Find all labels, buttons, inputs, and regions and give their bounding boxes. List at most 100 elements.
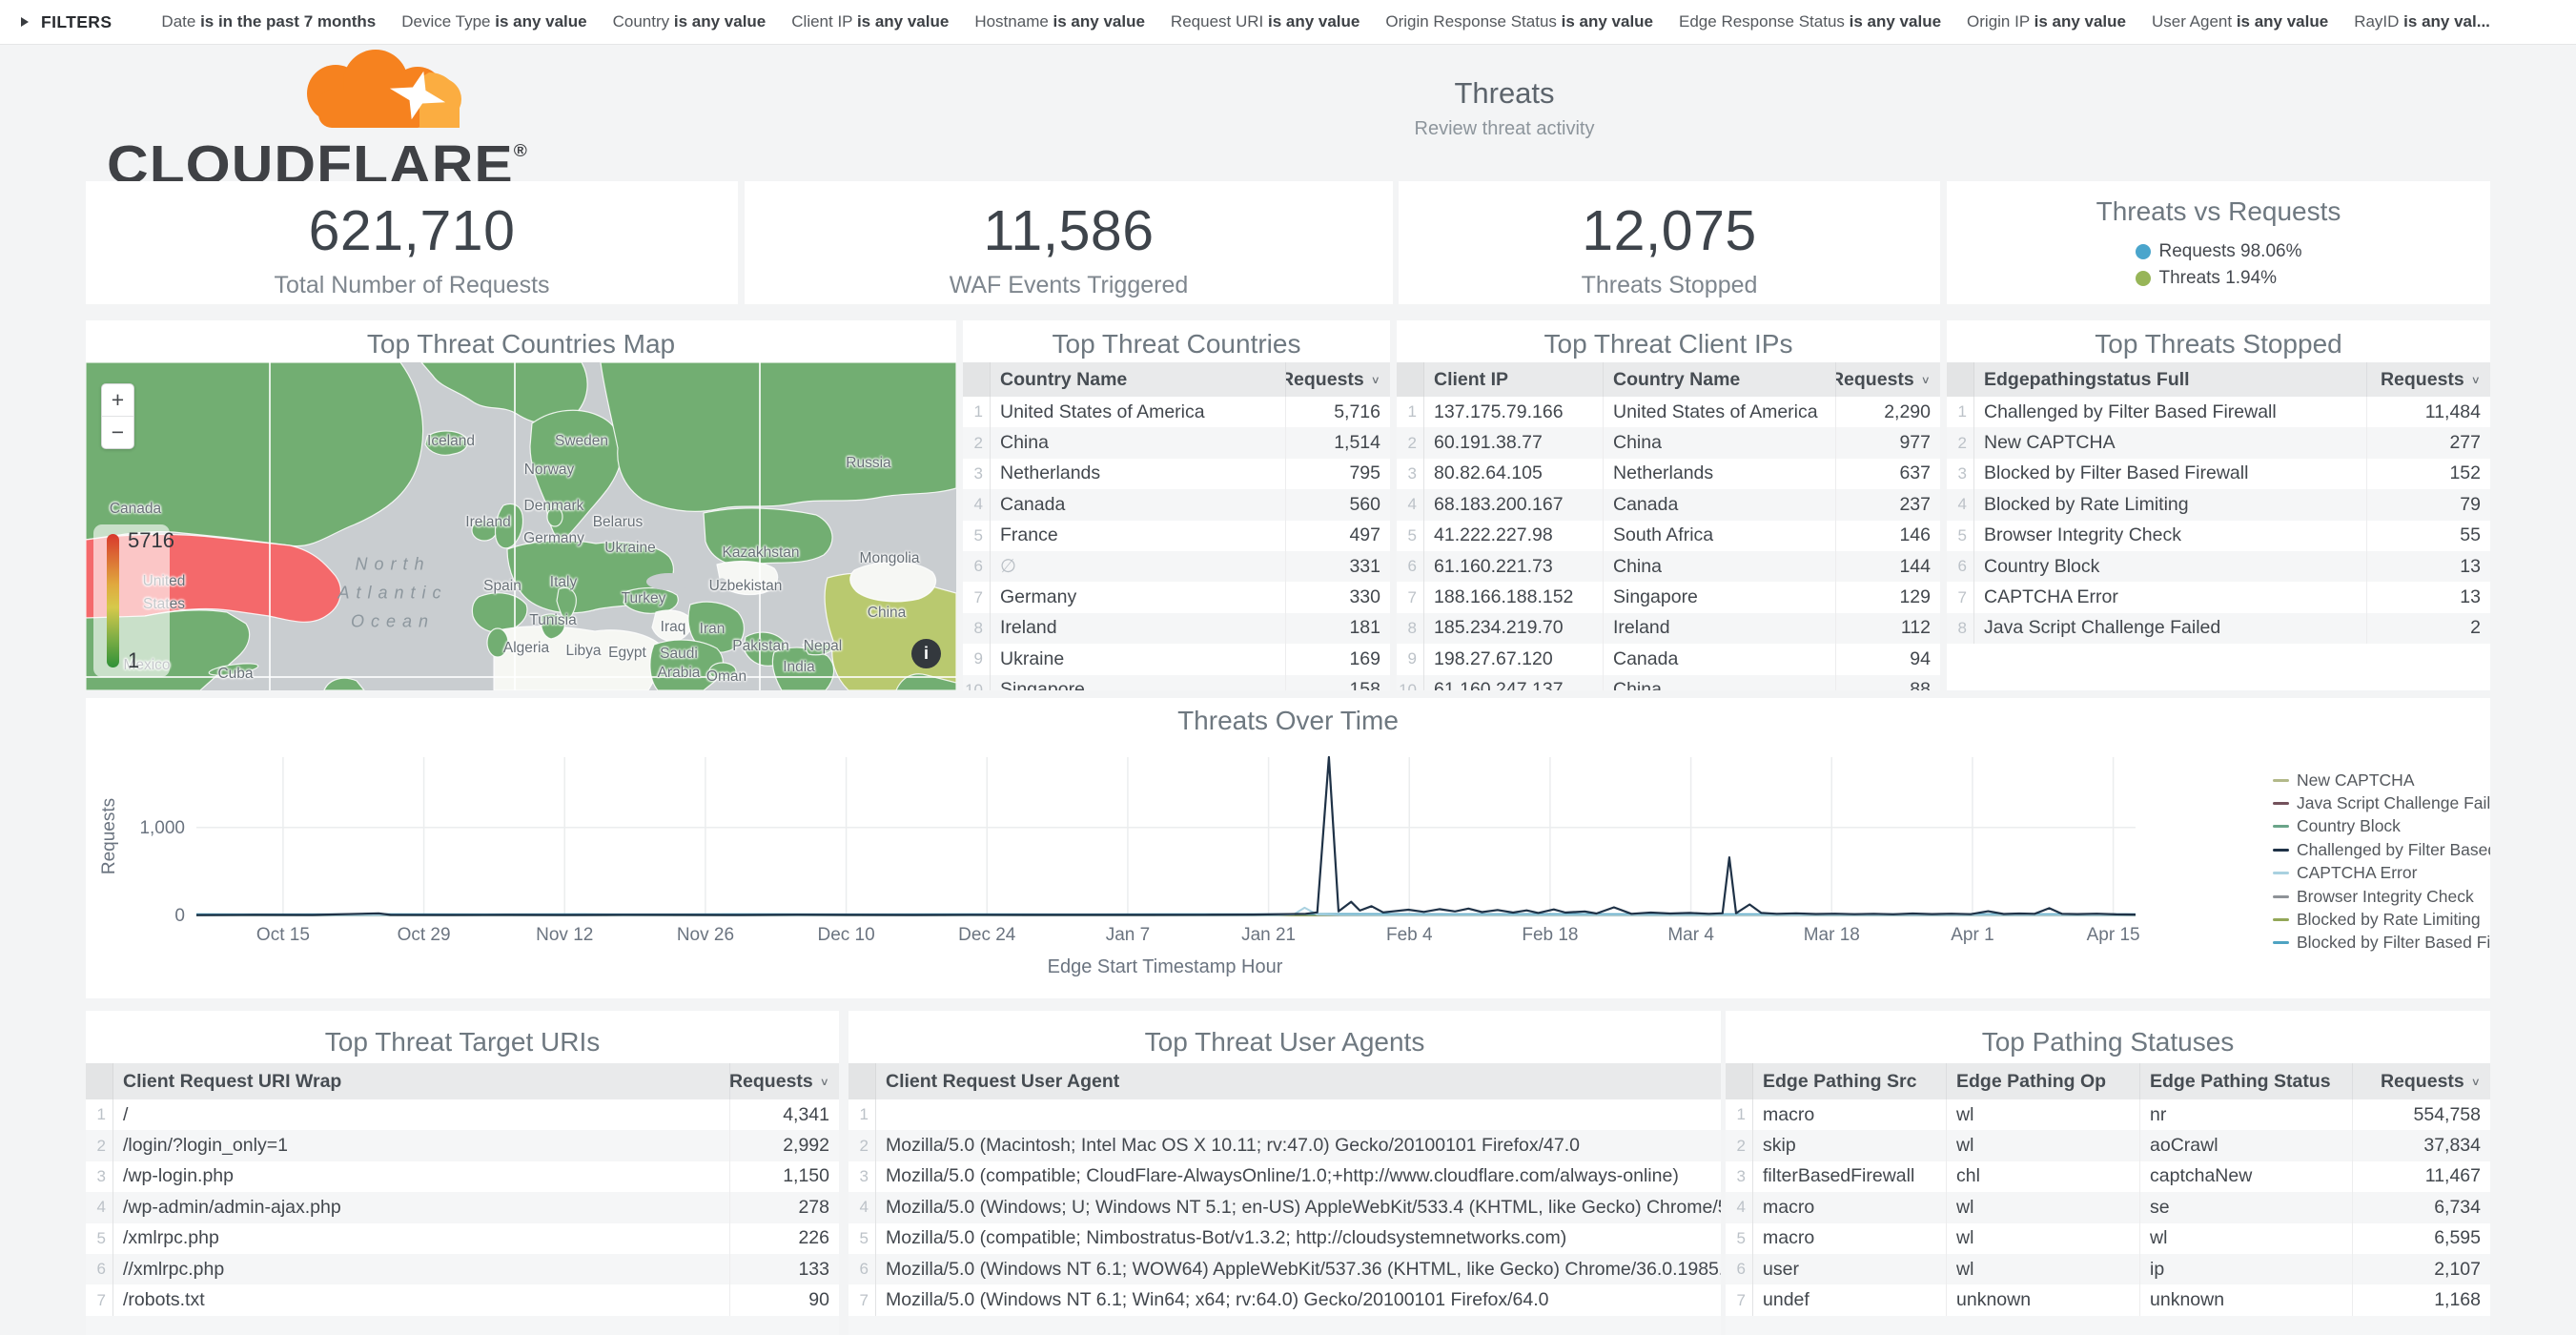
chart-legend-item[interactable]: Browser Integrity Check xyxy=(2273,885,2490,908)
table-row: 7 Germany 330 xyxy=(963,582,1390,613)
column-header[interactable]: Requests ∨ xyxy=(2352,1063,2490,1099)
filter-chip[interactable]: Country is any value xyxy=(612,12,767,31)
row-rank: 1 xyxy=(963,397,991,428)
panel-title: Top Threat Countries Map xyxy=(366,329,676,359)
threats-over-time-chart[interactable]: Oct 15 Oct 29 Nov 12 Nov 26 Dec 10 Dec 24 Jan … xyxy=(86,698,2490,998)
column-header[interactable]: Edge Pathing Op xyxy=(1946,1063,2139,1099)
table-cell: Netherlands xyxy=(1000,462,1101,484)
filter-chip[interactable]: User Agent is any value xyxy=(2151,12,2329,31)
table-row: 10 Singapore 158 xyxy=(963,674,1390,690)
map-country-label: Ireland xyxy=(465,514,511,530)
map-area[interactable]: CanadaUnitedStatesMexicoCubaIcelandIrela… xyxy=(86,362,956,690)
chart-legend-item[interactable]: New CAPTCHA xyxy=(2273,769,2490,791)
chart-legend-item[interactable]: CAPTCHA Error xyxy=(2273,862,2490,885)
column-header[interactable]: Client IP xyxy=(1434,368,1509,390)
filter-chip[interactable]: RayID is any val... xyxy=(2354,12,2490,31)
table-cell: 68.183.200.167 xyxy=(1434,493,1564,515)
table-row: 4 macro wl se 6,734 xyxy=(1726,1192,2490,1223)
row-rank: 7 xyxy=(1397,582,1424,613)
svg-text:Requests: Requests xyxy=(99,798,119,874)
row-rank: 1 xyxy=(848,1099,876,1131)
row-rank: 2 xyxy=(1726,1130,1753,1161)
filters-toggle[interactable]: FILTERS xyxy=(21,12,112,32)
table-row: 4 Canada 560 xyxy=(963,489,1390,521)
table-cell: Java Script Challenge Failed xyxy=(1984,617,2221,639)
table-cell: 795 xyxy=(1285,458,1390,490)
column-header[interactable]: Country Name xyxy=(1000,368,1128,390)
column-header[interactable]: Client Request User Agent xyxy=(886,1070,1120,1092)
map-country-label: Nepal xyxy=(803,638,843,654)
table-cell: 554,758 xyxy=(2352,1099,2490,1131)
row-rank: 5 xyxy=(848,1222,876,1254)
table-header-row: Edgepathingstatus Full Requests ∨ xyxy=(1947,362,2490,397)
table-cell: user xyxy=(1763,1258,1799,1280)
table-cell: 152 xyxy=(2366,458,2490,490)
row-rank: 1 xyxy=(1726,1099,1753,1131)
panel-title: Top Threats Stopped xyxy=(2095,329,2342,359)
table-cell: 6,595 xyxy=(2352,1222,2490,1254)
row-rank: 8 xyxy=(1947,612,1974,645)
svg-text:Nov 12: Nov 12 xyxy=(536,925,593,945)
table-cell: 11,484 xyxy=(2366,397,2490,428)
table-cell: 226 xyxy=(729,1222,839,1254)
table-cell: 11,467 xyxy=(2352,1160,2490,1193)
filter-chip[interactable]: Origin Response Status is any value xyxy=(1385,12,1654,31)
column-header[interactable]: Requests ∨ xyxy=(2366,362,2490,397)
map-info-button[interactable]: i xyxy=(911,639,941,668)
table-cell: /robots.txt xyxy=(123,1289,205,1311)
tvr-legend: Requests 98.06% Threats 1.94% xyxy=(2135,238,2302,292)
zoom-in-button[interactable]: + xyxy=(111,387,125,412)
row-rank: 4 xyxy=(848,1192,876,1223)
filter-chip[interactable]: Request URI is any value xyxy=(1170,12,1360,31)
table-cell: Canada xyxy=(1603,644,1835,675)
chart-legend-item[interactable]: Java Script Challenge Failed xyxy=(2273,791,2490,814)
column-header[interactable]: Edgepathingstatus Full xyxy=(1984,368,2190,390)
table-cell: 497 xyxy=(1285,520,1390,551)
legend-dot-icon xyxy=(2135,271,2151,286)
chart-legend-item[interactable]: Country Block xyxy=(2273,815,2490,838)
column-header[interactable]: Edge Pathing Src xyxy=(1763,1070,1917,1092)
table-cell: 112 xyxy=(1835,612,1940,645)
map-country-label: Ukraine xyxy=(604,540,656,556)
column-header[interactable]: Country Name xyxy=(1603,362,1835,397)
table-cell: 13 xyxy=(2366,550,2490,583)
legend-swatch-icon xyxy=(2273,894,2289,898)
filter-chip[interactable]: Client IP is any value xyxy=(791,12,950,31)
table-cell: 2,992 xyxy=(729,1130,839,1161)
top-threat-countries-table: Country Name Requests ∨ 1 United States of A… xyxy=(963,362,1390,690)
column-header[interactable]: Client Request URI Wrap xyxy=(123,1070,342,1092)
row-rank: 7 xyxy=(1726,1284,1753,1316)
top-pathing-statuses-panel: Top Pathing Statuses Edge Pathing Src Edg… xyxy=(1726,1011,2490,1335)
top-threats-stopped-panel: Top Threats Stopped Edgepathingstatus Fu… xyxy=(1947,320,2490,690)
table-row: 3 Blocked by Filter Based Firewall 152 xyxy=(1947,458,2490,490)
legend-swatch-icon xyxy=(2273,918,2289,922)
svg-text:Jan 21: Jan 21 xyxy=(1241,925,1296,945)
svg-text:Oct 29: Oct 29 xyxy=(398,925,451,945)
filter-chip[interactable]: Date is in the past 7 months xyxy=(161,12,377,31)
row-rank: 6 xyxy=(86,1253,113,1285)
table-cell: China xyxy=(1000,432,1049,454)
column-header[interactable]: Requests ∨ xyxy=(729,1063,839,1099)
panel-title: Top Threat Client IPs xyxy=(1544,329,1793,359)
column-header[interactable]: Requests ∨ xyxy=(1285,362,1390,397)
clipped-row xyxy=(1726,1315,2490,1335)
chart-legend-item[interactable]: Challenged by Filter Based Firewall xyxy=(2273,838,2490,861)
filter-chip[interactable]: Device Type is any value xyxy=(401,12,587,31)
map-country-label: Pakistan xyxy=(732,638,789,654)
table-cell: unknown xyxy=(1946,1284,2139,1316)
filter-chip[interactable]: Edge Response Status is any value xyxy=(1679,12,1942,31)
column-header[interactable]: Requests ∨ xyxy=(1835,362,1940,397)
table-cell: 144 xyxy=(1835,550,1940,583)
gradient-scale xyxy=(107,534,119,668)
table-row: 4 Mozilla/5.0 (Windows; U; Windows NT 5.1… xyxy=(848,1192,1721,1223)
chart-legend-item[interactable]: Blocked by Filter Based Firewall xyxy=(2273,932,2490,955)
svg-text:Feb 18: Feb 18 xyxy=(1522,925,1578,945)
filter-chip[interactable]: Hostname is any value xyxy=(974,12,1145,31)
column-header[interactable]: Edge Pathing Status xyxy=(2139,1063,2352,1099)
chart-legend-item[interactable]: Blocked by Rate Limiting xyxy=(2273,908,2490,931)
table-row: 7 188.166.188.152 Singapore 129 xyxy=(1397,582,1940,613)
zoom-out-button[interactable]: − xyxy=(102,416,133,448)
filter-chip[interactable]: Origin IP is any value xyxy=(1967,12,2126,31)
table-cell: wl xyxy=(1946,1192,2139,1223)
table-cell: Country Block xyxy=(1984,555,2100,577)
